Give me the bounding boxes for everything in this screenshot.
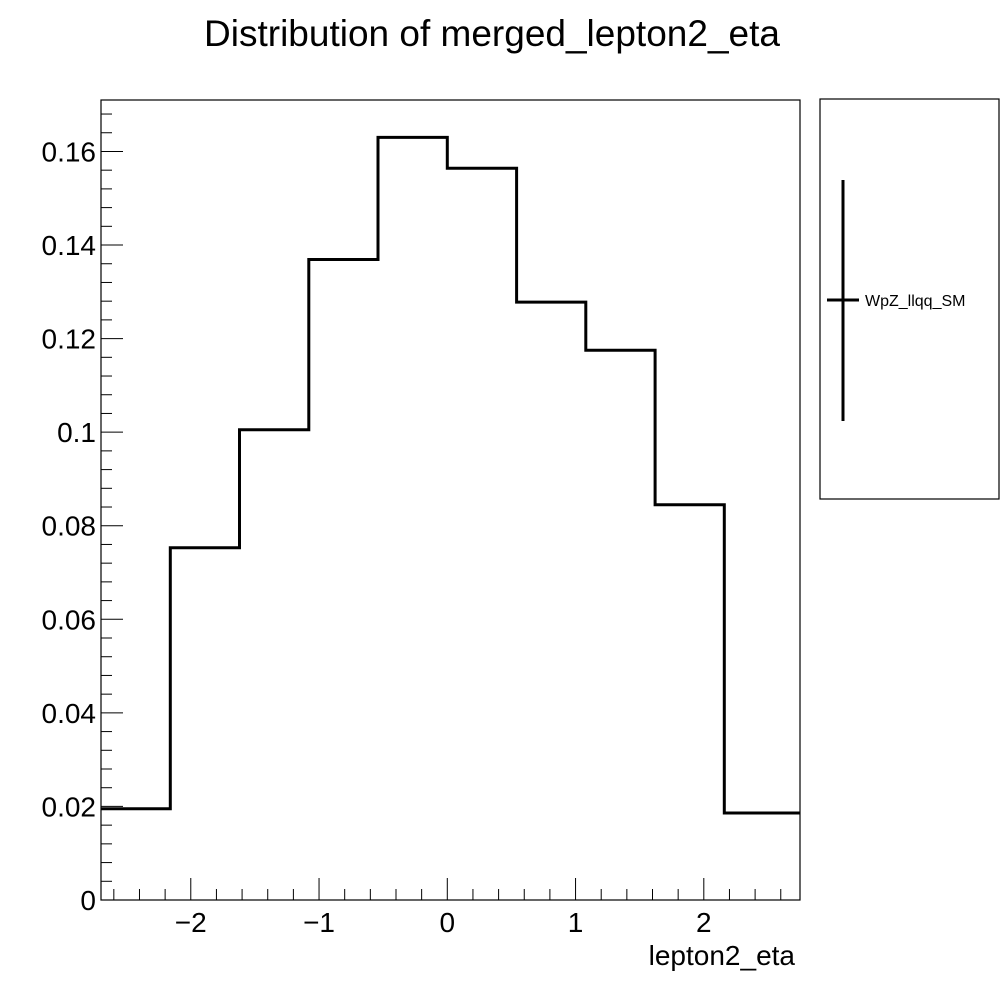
x-tick-label: −1 bbox=[303, 907, 335, 938]
legend: WpZ_llqq_SM bbox=[819, 98, 1000, 500]
x-axis: −2 −1 0 1 2 bbox=[113, 878, 782, 938]
x-tick-label: 2 bbox=[696, 907, 712, 938]
y-tick-label: 0.02 bbox=[42, 791, 97, 822]
x-tick-label: 0 bbox=[440, 907, 456, 938]
y-tick-label: 0 bbox=[80, 885, 96, 916]
y-tick-label: 0.04 bbox=[42, 698, 97, 729]
series-line bbox=[101, 135, 800, 815]
y-tick-label: 0.1 bbox=[57, 417, 96, 448]
chart-title: Distribution of merged_lepton2_eta bbox=[204, 13, 780, 54]
y-tick-label: 0.12 bbox=[42, 324, 97, 355]
y-axis: 0 0.02 0.04 0.06 0.08 0.1 0.12 0.14 0.16 bbox=[42, 113, 123, 916]
x-tick-label: −2 bbox=[175, 907, 207, 938]
x-tick-label: 1 bbox=[568, 907, 584, 938]
plot-area bbox=[101, 135, 800, 815]
y-tick-label: 0.08 bbox=[42, 511, 97, 542]
plot-frame bbox=[100, 99, 801, 901]
y-tick-label: 0.14 bbox=[42, 230, 97, 261]
legend-label: WpZ_llqq_SM bbox=[865, 293, 965, 310]
x-axis-label: lepton2_eta bbox=[649, 940, 796, 971]
y-tick-label: 0.16 bbox=[42, 136, 97, 167]
y-tick-label: 0.06 bbox=[42, 604, 97, 635]
